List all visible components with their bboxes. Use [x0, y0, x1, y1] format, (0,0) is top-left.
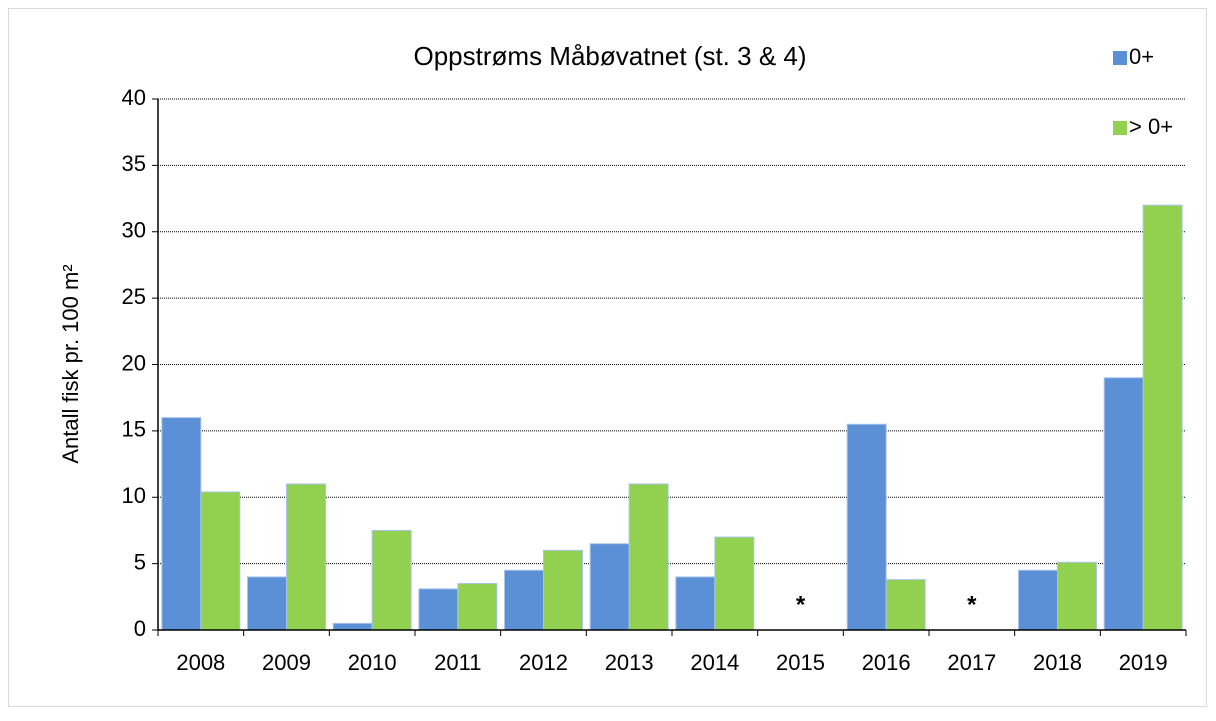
bar — [714, 536, 755, 631]
bar — [457, 583, 498, 631]
y-axis-label: Antall fisk pr. 100 m² — [58, 264, 83, 463]
bar — [247, 576, 287, 631]
bar — [504, 569, 544, 631]
legend-label: > 0+ — [1129, 114, 1173, 139]
bar — [418, 588, 459, 631]
y-tick-label: 30 — [122, 218, 146, 243]
x-tick-label: 2009 — [262, 650, 311, 675]
x-tick-label: 2017 — [947, 650, 996, 675]
legend-swatch — [1113, 121, 1127, 135]
x-tick-label: 2016 — [862, 650, 911, 675]
bar — [1018, 569, 1058, 631]
bar — [286, 483, 326, 631]
legend-swatch — [1113, 51, 1127, 65]
bar — [628, 483, 669, 631]
y-tick-label: 5 — [134, 549, 146, 574]
y-tick-label: 10 — [122, 483, 146, 508]
annotation: * — [967, 591, 977, 618]
chart-title: Oppstrøms Måbøvatnet (st. 3 & 4) — [414, 41, 807, 71]
y-tick-label: 35 — [122, 151, 146, 176]
bar — [675, 576, 716, 631]
bar — [846, 423, 887, 631]
legend-label: 0+ — [1129, 44, 1154, 69]
x-tick-label: 2013 — [605, 650, 654, 675]
bar — [1103, 377, 1144, 631]
x-tick-label: 2015 — [776, 650, 825, 675]
y-tick-label: 0 — [134, 616, 146, 641]
y-tick-label: 40 — [122, 85, 146, 110]
bar — [161, 417, 202, 631]
bar — [1142, 204, 1183, 631]
x-tick-label: 2012 — [519, 650, 568, 675]
x-tick-label: 2011 — [434, 650, 481, 675]
bar — [543, 549, 583, 631]
x-tick-label: 2018 — [1033, 650, 1082, 675]
bar — [885, 579, 926, 631]
y-tick-label: 20 — [122, 350, 146, 375]
x-tick-label: 2008 — [176, 650, 225, 675]
y-tick-label: 15 — [122, 417, 146, 442]
annotation: * — [796, 591, 806, 618]
bar — [200, 491, 241, 631]
bar — [332, 622, 373, 631]
bar — [371, 529, 412, 631]
bar — [589, 543, 630, 631]
x-tick-label: 2010 — [348, 650, 397, 675]
bar — [1057, 561, 1097, 631]
x-tick-label: 2014 — [690, 650, 739, 675]
y-tick-label: 25 — [122, 284, 146, 309]
x-tick-label: 2019 — [1119, 650, 1168, 675]
